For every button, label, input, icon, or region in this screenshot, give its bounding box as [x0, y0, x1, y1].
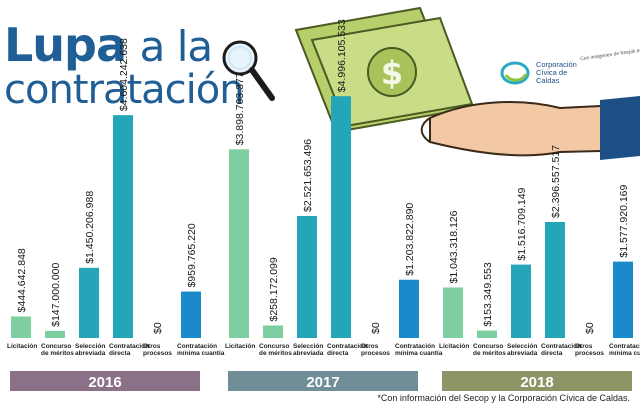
- category-label-2018-2-line-2: de méritos: [473, 350, 506, 357]
- year-label-2017: 2017: [306, 374, 339, 391]
- category-label-2016-6-line-1: Contratación: [177, 343, 217, 350]
- category-label-2017-5-line-1: Otros: [361, 343, 379, 350]
- category-label-2018-6-line-2: mínima cuantía: [609, 350, 640, 357]
- brand-name-line-3: Caldas: [536, 76, 560, 86]
- corporacion-logo-icon: [500, 61, 530, 85]
- category-label-2016-6-line-2: mínima cuantía: [177, 350, 225, 357]
- magnifier-icon: [222, 40, 275, 101]
- data-label-2017-3: $2.521.653.496: [302, 139, 314, 212]
- data-label-2016-2: $147.000.000: [50, 262, 62, 326]
- bar-2018-1: [443, 287, 463, 338]
- data-label-2016-3: $1.450.206.988: [84, 191, 96, 264]
- bar-2017-6: [399, 279, 419, 338]
- bar-2018-2: [477, 330, 497, 338]
- category-label-2018-4-line-2: directa: [541, 350, 563, 357]
- data-label-2018-6: $1.577.920.169: [618, 184, 630, 257]
- data-label-2017-5: $0: [370, 322, 382, 334]
- bar-2016-2: [45, 330, 65, 338]
- category-label-2016-2-line-1: Concurso: [41, 343, 71, 350]
- page-title: Lupa a la contratación: [4, 22, 245, 113]
- bar-2018-4: [545, 222, 565, 338]
- data-label-2017-4: $4.996.105.533: [336, 19, 348, 92]
- category-label-2018-4-line-1: Contratación: [541, 343, 581, 350]
- category-label-2016-1-line-1: Licitación: [7, 343, 37, 350]
- category-label-2018-2-line-1: Concurso: [473, 343, 503, 350]
- category-label-2018-5-line-2: procesos: [575, 350, 604, 357]
- title-line-1: Lupa a la: [4, 22, 244, 68]
- bar-2018-6: [613, 261, 633, 338]
- data-label-2018-5: $0: [584, 322, 596, 334]
- data-label-2017-6: $1.203.822.890: [404, 203, 416, 276]
- category-label-2016-3-line-1: Selección: [75, 343, 105, 350]
- data-label-2018-3: $1.516.709.149: [516, 187, 528, 260]
- data-label-2016-1: $444.642.848: [16, 248, 28, 312]
- year-label-2016: 2016: [88, 374, 121, 391]
- bar-2017-2: [263, 325, 283, 338]
- bar-2016-1: [11, 316, 31, 338]
- data-label-2016-4: $4.604.242.638: [118, 38, 130, 111]
- category-label-2016-5-line-2: procesos: [143, 350, 172, 357]
- brand-name: Corporación Cívica de Caldas: [536, 59, 596, 86]
- category-label-2016-5-line-1: Otros: [143, 343, 161, 350]
- category-label-2017-4-line-1: Contratación: [327, 343, 367, 350]
- brand-name-line-1: Corporación: [536, 59, 577, 69]
- category-label-2016-4-line-2: directa: [109, 350, 131, 357]
- category-label-2017-3-line-2: abreviada: [293, 350, 324, 357]
- year-band-2017: [228, 371, 418, 391]
- category-label-2017-6-line-1: Contratación: [395, 343, 435, 350]
- bar-2016-3: [79, 267, 99, 338]
- bar-2017-3: [297, 215, 317, 338]
- category-label-2017-4-line-2: directa: [327, 350, 349, 357]
- title-word-a-la: a la: [139, 22, 213, 71]
- title-word-lupa: Lupa: [4, 18, 127, 72]
- category-label-2016-4-line-1: Contratación: [109, 343, 149, 350]
- data-label-2018-1: $1.043.318.126: [448, 210, 460, 283]
- bar-2017-1: [229, 149, 249, 338]
- bar-2017-4: [331, 96, 351, 338]
- brand-name-line-2: Cívica de: [536, 67, 568, 77]
- data-label-2017-2: $258.172.099: [268, 257, 280, 321]
- category-label-2016-3-line-2: abreviada: [75, 350, 106, 357]
- bars-layer: $444.642.848 Licitación $147.000.000 Concur…: [7, 19, 640, 357]
- category-label-2017-3-line-1: Selección: [293, 343, 323, 350]
- data-label-2018-2: $153.349.553: [482, 262, 494, 326]
- bar-2016-6: [181, 291, 201, 338]
- category-label-2018-5-line-1: Otros: [575, 343, 593, 350]
- category-label-2017-2-line-1: Concurso: [259, 343, 289, 350]
- category-label-2018-1-line-1: Licitación: [439, 343, 469, 350]
- year-label-2018: 2018: [520, 374, 553, 391]
- category-label-2016-2-line-2: de méritos: [41, 350, 74, 357]
- source-footnote: *Con información del Secop y la Corporac…: [377, 393, 630, 403]
- bar-2018-3: [511, 264, 531, 338]
- category-label-2018-3-line-2: abreviada: [507, 350, 538, 357]
- category-label-2017-5-line-2: procesos: [361, 350, 390, 357]
- year-bands-layer: 2016 2017 2018: [10, 371, 632, 391]
- data-label-2017-1: $3.898.703.377: [234, 72, 246, 145]
- category-label-2017-6-line-2: mínima cuantía: [395, 350, 443, 357]
- svg-text:$: $: [381, 54, 403, 92]
- data-label-2016-5: $0: [152, 322, 164, 334]
- category-label-2017-1-line-1: Licitación: [225, 343, 255, 350]
- category-label-2018-3-line-1: Selección: [507, 343, 537, 350]
- category-label-2017-2-line-2: de méritos: [259, 350, 292, 357]
- bar-2016-4: [113, 115, 133, 338]
- category-label-2018-6-line-1: Contratación: [609, 343, 640, 350]
- year-band-2016: [10, 371, 200, 391]
- year-band-2018: [442, 371, 632, 391]
- brand-logo: Corporación Cívica de Caldas: [500, 60, 596, 86]
- data-label-2018-4: $2.396.557.517: [550, 145, 562, 218]
- title-line-2: contratación: [4, 67, 245, 113]
- data-label-2016-6: $959.765.220: [186, 223, 198, 287]
